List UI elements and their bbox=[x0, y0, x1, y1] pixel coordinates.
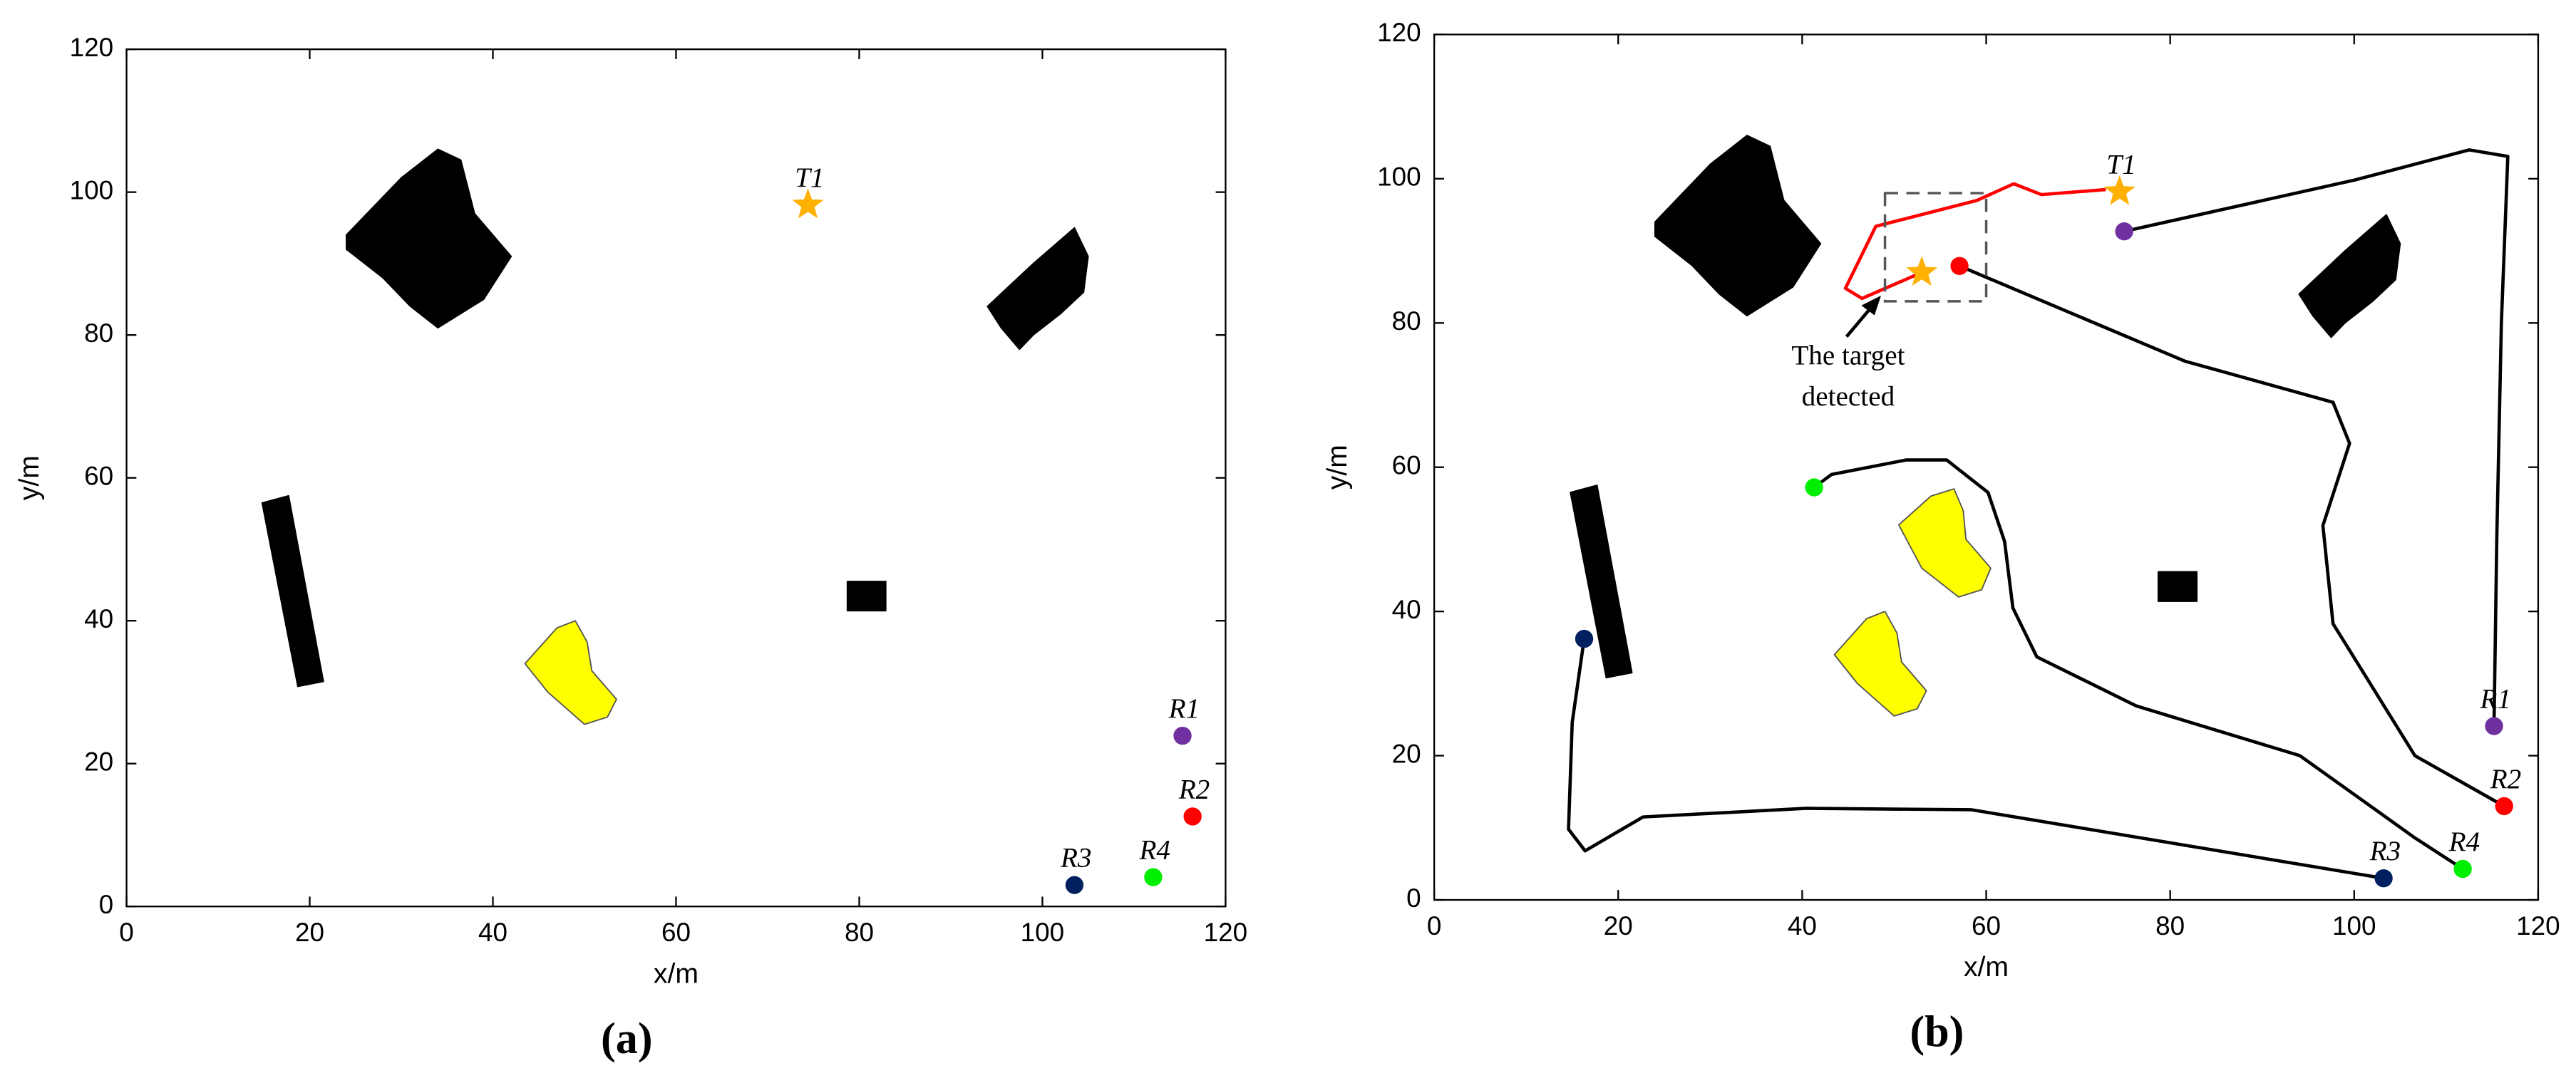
annotation: detected bbox=[1802, 381, 1895, 412]
y-tick-label: 100 bbox=[70, 175, 114, 204]
robot-marker bbox=[2115, 222, 2133, 241]
obstacle bbox=[524, 620, 617, 725]
target-marker bbox=[1906, 256, 1938, 286]
robot-marker bbox=[2495, 797, 2513, 816]
robot-marker bbox=[1183, 807, 1202, 826]
chart-panel: 0 20 40 60 80 100 120 0 20 40 60 80 100 120 x/m y/m (a) T… bbox=[14, 33, 1247, 1063]
x-tick-label: 100 bbox=[2332, 911, 2376, 940]
x-tick-label: 60 bbox=[1972, 911, 2001, 940]
y-tick-label: 20 bbox=[84, 747, 113, 776]
y-tick-label: 60 bbox=[84, 461, 113, 490]
x-tick-label: 0 bbox=[1427, 911, 1442, 940]
robot-marker bbox=[1065, 876, 1084, 894]
caption: (a) bbox=[601, 1015, 653, 1063]
y-tick-label: 80 bbox=[1392, 306, 1421, 336]
caption: (b) bbox=[1910, 1008, 1964, 1057]
y-tick-label: 60 bbox=[1392, 450, 1421, 480]
obstacle bbox=[345, 148, 512, 329]
obstacle bbox=[1570, 484, 1633, 679]
robot-marker bbox=[2374, 869, 2393, 888]
plot-frame bbox=[1433, 33, 2540, 901]
trajectory bbox=[2123, 148, 2510, 727]
y-tick-label: 40 bbox=[84, 604, 113, 633]
y-tick-label: 100 bbox=[1377, 162, 1421, 192]
y-tick-label: 0 bbox=[99, 890, 114, 919]
x-tick-label: 120 bbox=[1204, 918, 1248, 947]
obstacle bbox=[986, 227, 1089, 351]
y-tick-label: 120 bbox=[1377, 18, 1421, 47]
obstacle bbox=[846, 581, 887, 612]
point-label: R2 bbox=[1178, 774, 1210, 804]
robot-marker bbox=[1805, 478, 1823, 497]
point-label: R1 bbox=[1168, 693, 1200, 724]
y-tick-label: 40 bbox=[1392, 595, 1421, 624]
obstacle bbox=[261, 494, 324, 688]
obstacle bbox=[1897, 488, 1992, 598]
x-tick-label: 20 bbox=[1604, 911, 1633, 940]
point-label: R3 bbox=[1060, 843, 1092, 874]
point-label: T1 bbox=[2106, 149, 2135, 180]
x-tick-label: 120 bbox=[2516, 911, 2560, 940]
obstacle bbox=[1833, 611, 1927, 717]
x-tick-label: 80 bbox=[845, 918, 874, 947]
robot-marker bbox=[1173, 726, 1192, 745]
x-tick-label: 100 bbox=[1021, 918, 1065, 947]
robot-marker bbox=[1144, 868, 1163, 886]
obstacle bbox=[2157, 571, 2198, 602]
y-tick-label: 0 bbox=[1406, 884, 1421, 913]
x-tick-label: 60 bbox=[661, 918, 691, 947]
trajectory bbox=[1567, 638, 2384, 880]
y-tick-label: 80 bbox=[84, 318, 113, 348]
trajectory bbox=[1843, 182, 2106, 301]
y-axis-label: y/m bbox=[1322, 445, 1353, 489]
point-label: R1 bbox=[2480, 683, 2512, 714]
point-label: R3 bbox=[2369, 836, 2401, 866]
point-label: R4 bbox=[1138, 835, 1170, 866]
robot-marker bbox=[2485, 717, 2503, 735]
chart-panel: 0 20 40 60 80 100 120 0 20 40 60 80 100 120 x/m y/m (b) T… bbox=[1322, 18, 2560, 1056]
target-marker bbox=[792, 188, 824, 219]
x-axis-label: x/m bbox=[654, 958, 699, 989]
point-label: R2 bbox=[2490, 764, 2522, 794]
detection-box bbox=[1883, 192, 1988, 303]
x-tick-label: 80 bbox=[2155, 911, 2185, 940]
x-axis-label: x/m bbox=[1964, 952, 2009, 983]
annotation: The target bbox=[1791, 340, 1905, 370]
obstacle bbox=[1654, 135, 1822, 317]
y-tick-label: 120 bbox=[70, 33, 114, 62]
x-tick-label: 0 bbox=[119, 918, 134, 947]
x-tick-label: 40 bbox=[478, 918, 508, 947]
trajectory bbox=[1813, 458, 2464, 871]
target-marker bbox=[2103, 175, 2135, 205]
y-axis-label: y/m bbox=[14, 455, 45, 500]
arrow-head bbox=[1861, 295, 1882, 316]
x-tick-label: 40 bbox=[1788, 911, 1817, 940]
plot-frame bbox=[125, 48, 1227, 908]
x-tick-label: 20 bbox=[295, 918, 324, 947]
robot-marker bbox=[1575, 629, 1594, 648]
y-tick-label: 20 bbox=[1392, 739, 1421, 768]
robot-marker bbox=[2453, 859, 2472, 879]
obstacle bbox=[2298, 214, 2401, 338]
robot-marker bbox=[1950, 256, 1969, 275]
point-label: T1 bbox=[795, 162, 824, 193]
point-label: R4 bbox=[2448, 826, 2480, 857]
trajectory bbox=[1959, 264, 2505, 808]
